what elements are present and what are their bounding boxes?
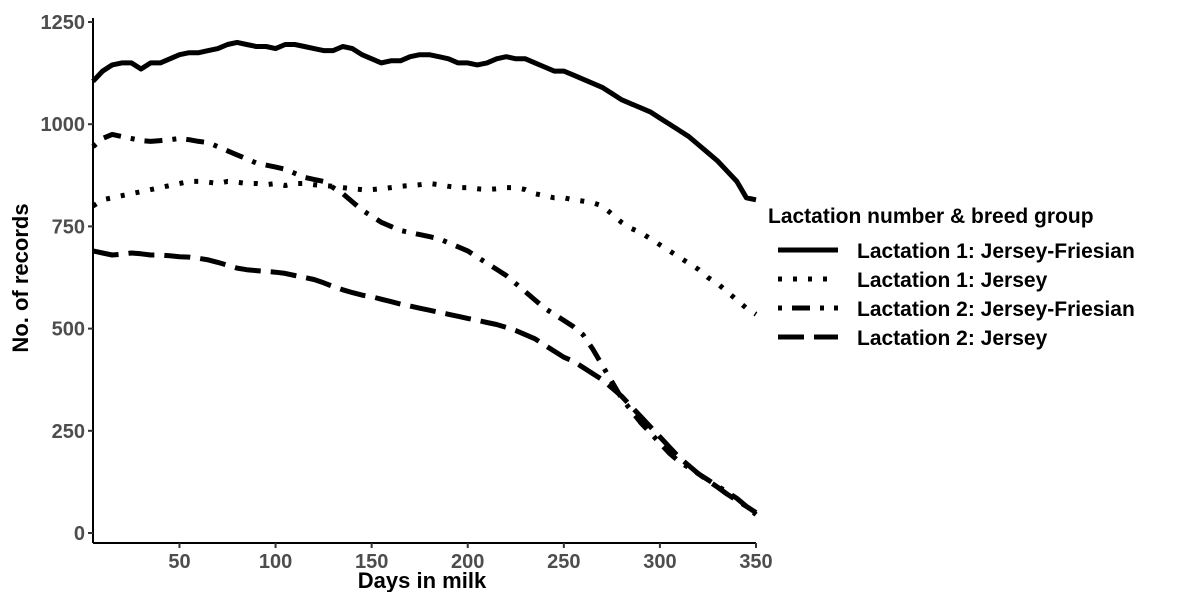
y-tick-label: 250 xyxy=(52,421,85,443)
legend-title: Lactation number & breed group xyxy=(768,205,1094,228)
y-tick-label: 1250 xyxy=(41,12,86,34)
legend-label-2: Lactation 1: Jersey xyxy=(857,269,1048,292)
x-tick-label: 150 xyxy=(355,551,388,573)
legend: Lactation number & breed group Lactation… xyxy=(768,205,1135,350)
series-line-4 xyxy=(92,248,758,515)
legend-label-4: Lactation 2: Jersey xyxy=(857,327,1048,350)
x-tick-label: 200 xyxy=(451,551,484,573)
x-axis-title: Days in milk xyxy=(358,568,487,592)
series-line-1 xyxy=(91,39,757,203)
series-line-3 xyxy=(91,131,758,517)
y-tick-label: 500 xyxy=(52,319,85,341)
series-line-2 xyxy=(91,178,758,317)
y-tick-label: 1000 xyxy=(41,114,86,136)
y-axis-title: No. of records xyxy=(8,203,33,352)
legend-items: Lactation 1: Jersey-Friesian Lactation 1:… xyxy=(778,240,1135,350)
x-tick-label: 350 xyxy=(739,551,772,573)
x-tick-label: 100 xyxy=(259,551,292,573)
x-tick-label: 250 xyxy=(547,551,580,573)
x-tick-label: 50 xyxy=(168,551,190,573)
x-tick-label: 300 xyxy=(643,551,676,573)
series-layer xyxy=(91,39,758,517)
legend-label-3: Lactation 2: Jersey-Friesian xyxy=(857,298,1135,321)
legend-label-1: Lactation 1: Jersey-Friesian xyxy=(857,240,1135,263)
axes-layer: 50 100 150 200 250 300 350 0 250 500 750 1000 1250 xyxy=(41,12,773,573)
y-tick-label: 0 xyxy=(74,523,85,545)
y-tick-label: 750 xyxy=(52,216,85,238)
